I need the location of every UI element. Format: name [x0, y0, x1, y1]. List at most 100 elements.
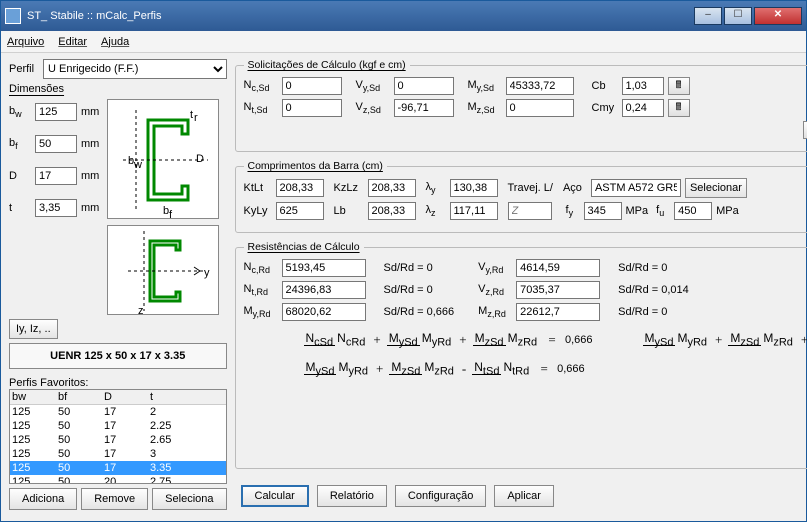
myrd-sr: Sd/Rd = 0,666	[384, 306, 455, 318]
lz-lbl: λz	[426, 204, 446, 218]
relatorio-button[interactable]: Relatório	[317, 485, 387, 507]
adiciona-button[interactable]: Adiciona	[9, 488, 77, 510]
ncrd-input[interactable]	[282, 259, 366, 277]
minimize-button[interactable]: –	[694, 7, 722, 25]
resist-group: Resistências de Cálculo Nc,RdSd/Rd = 0 N…	[235, 241, 807, 469]
svg-text:z: z	[138, 305, 144, 316]
equation-2: MySdMyRd + MzSdMzRd + NtSdNtRd = 0,666	[643, 331, 807, 348]
vzrd-input[interactable]	[516, 281, 600, 299]
profile-diagram-axes: y z	[107, 225, 219, 315]
t-input[interactable]	[35, 199, 77, 217]
svg-text:D: D	[196, 153, 204, 165]
aplicar-button[interactable]: Aplicar	[494, 485, 554, 507]
ncsd-input[interactable]	[282, 77, 342, 95]
z-input[interactable]	[508, 202, 552, 220]
cmy-calc-icon[interactable]: 🖩	[668, 99, 690, 117]
maximize-button[interactable]: ☐	[724, 7, 752, 25]
favoritos-list[interactable]: bwbfDt 1255017212550172.2512550172.65125…	[9, 389, 227, 484]
fu-lbl: fu	[656, 204, 670, 218]
solic-group: Solicitações de Cálculo (kgf e cm) Nc,Sd…	[235, 59, 807, 152]
mpa2: MPa	[716, 205, 739, 217]
seleciona-button[interactable]: Seleciona	[152, 488, 226, 510]
aco-lbl: Aço	[563, 182, 587, 194]
menu-arquivo[interactable]: Arquivo	[7, 36, 44, 48]
fy-lbl: fy	[566, 204, 580, 218]
profile-name: UENR 125 x 50 x 17 x 3.35	[9, 343, 227, 369]
mm1: mm	[81, 106, 99, 118]
config-button[interactable]: Configuração	[395, 485, 486, 507]
aco-input[interactable]	[591, 179, 681, 197]
bw-input[interactable]	[35, 103, 77, 121]
svg-text:r: r	[194, 112, 198, 124]
cmy-input[interactable]	[622, 99, 664, 117]
selecionar-button[interactable]: Selecionar	[685, 178, 747, 198]
cmz-more-icon[interactable]: ...	[803, 121, 807, 139]
perfil-select[interactable]: U Enrigecido (F.F.)	[43, 59, 227, 79]
titlebar: ST_ Stabile :: mCalc_Perfis – ☐ ✕	[1, 1, 806, 31]
ntsd-input[interactable]	[282, 99, 342, 117]
svg-text:y: y	[204, 267, 210, 279]
equation-1: NcSdNcRd + MySdMyRd + MzSdMzRd = 0,666	[304, 331, 593, 348]
lb-input[interactable]	[368, 202, 416, 220]
close-button[interactable]: ✕	[754, 7, 802, 25]
myrd-input[interactable]	[282, 303, 366, 321]
vzsd-lbl: Vz,Sd	[356, 101, 390, 115]
ly-input[interactable]	[450, 179, 498, 197]
mm2: mm	[81, 138, 99, 150]
compr-group: Comprimentos da Barra (cm) KtLt KzLz λy …	[235, 160, 807, 233]
myrd-lbl: My,Rd	[244, 305, 278, 319]
fav-row[interactable]: 12550173	[10, 447, 226, 461]
vzsd-input[interactable]	[394, 99, 454, 117]
fav-row[interactable]: 12550172.65	[10, 433, 226, 447]
kzlz-lbl: KzLz	[334, 182, 364, 194]
cmy-lbl: Cmy	[592, 102, 618, 114]
fav-row[interactable]: 12550172	[10, 405, 226, 419]
svg-text:f: f	[169, 209, 173, 220]
kzlz-input[interactable]	[368, 179, 416, 197]
ncrd-sr: Sd/Rd = 0	[384, 262, 433, 274]
menu-editar[interactable]: Editar	[58, 36, 87, 48]
bf-input[interactable]	[35, 135, 77, 153]
fav-row[interactable]: 12550172.25	[10, 419, 226, 433]
cb-input[interactable]	[622, 77, 664, 95]
vysd-input[interactable]	[394, 77, 454, 95]
mm4: mm	[81, 202, 99, 214]
mzrd-input[interactable]	[516, 303, 600, 321]
fu-input[interactable]	[674, 202, 712, 220]
menu-ajuda[interactable]: Ajuda	[101, 36, 129, 48]
remove-button[interactable]: Remove	[81, 488, 148, 510]
lz-input[interactable]	[450, 202, 498, 220]
ktlt-input[interactable]	[276, 179, 324, 197]
bw-lbl: bw	[9, 105, 31, 119]
mzsd-input[interactable]	[506, 99, 574, 117]
mzrd-sr: Sd/Rd = 0	[618, 306, 667, 318]
ncrd-lbl: Nc,Rd	[244, 261, 278, 275]
lb-lbl: Lb	[334, 205, 364, 217]
fav-row[interactable]: 12550173.35	[10, 461, 226, 475]
travej-lbl: Travej. L/	[508, 182, 553, 194]
calcular-button[interactable]: Calcular	[241, 485, 309, 507]
kyly-input[interactable]	[276, 202, 324, 220]
ntrd-sr: Sd/Rd = 0	[384, 284, 433, 296]
cb-calc-icon[interactable]: 🖩	[668, 77, 690, 95]
compr-title: Comprimentos da Barra (cm)	[244, 160, 387, 172]
vyrd-lbl: Vy,Rd	[478, 261, 512, 275]
menubar: Arquivo Editar Ajuda	[1, 31, 806, 53]
ntrd-input[interactable]	[282, 281, 366, 299]
ntrd-lbl: Nt,Rd	[244, 283, 278, 297]
d-input[interactable]	[35, 167, 77, 185]
fav-row[interactable]: 12550202.75	[10, 475, 226, 484]
ntsd-lbl: Nt,Sd	[244, 101, 278, 115]
vzrd-sr: Sd/Rd = 0,014	[618, 284, 689, 296]
mzsd-lbl: Mz,Sd	[468, 101, 502, 115]
equation-3: MySdMyRd + MzSdMzRd - NtSdNtRd = 0,666	[304, 360, 807, 377]
vyrd-input[interactable]	[516, 259, 600, 277]
perfil-label: Perfil	[9, 63, 39, 75]
ktlt-lbl: KtLt	[244, 182, 272, 194]
mysd-input[interactable]	[506, 77, 574, 95]
kyly-lbl: KyLy	[244, 205, 272, 217]
iyiz-button[interactable]: Iy, Iz, ..	[9, 319, 58, 339]
ly-lbl: λy	[426, 181, 446, 195]
fy-input[interactable]	[584, 202, 622, 220]
svg-text:t: t	[190, 109, 193, 121]
